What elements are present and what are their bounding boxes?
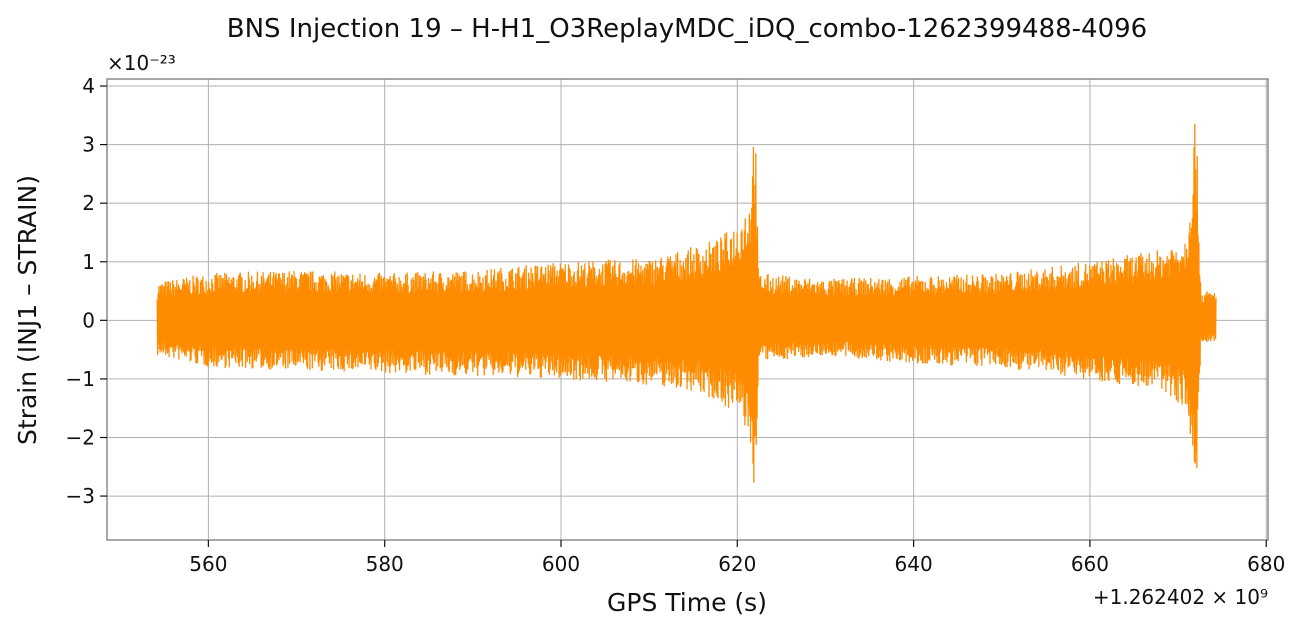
y-tick-label: 2	[82, 191, 95, 215]
strain-line	[156, 123, 1217, 483]
y-tick-label: 0	[82, 308, 95, 332]
y-tick-label: 3	[82, 133, 95, 157]
y-axis-label: Strain (INJ1 – STRAIN)	[13, 175, 42, 445]
y-tick-label: −2	[66, 425, 95, 449]
x-axis-label: GPS Time (s)	[607, 588, 767, 617]
y-tick-label: −1	[66, 367, 95, 391]
x-tick-label: 660	[1071, 552, 1109, 576]
x-tick-label: 560	[189, 552, 227, 576]
y-tick-label: −3	[66, 484, 95, 508]
y-tick-label: 4	[82, 74, 95, 98]
x-tick-label: 600	[542, 552, 580, 576]
plot-frame	[106, 78, 1269, 541]
y-scale-label: ×10⁻²³	[107, 51, 176, 75]
chart-title: BNS Injection 19 – H-H1_O3ReplayMDC_iDQ_…	[227, 14, 1147, 44]
strain-series	[156, 123, 1217, 483]
y-tick-label: 1	[82, 250, 95, 274]
x-offset-label: +1.262402 × 10⁹	[1093, 585, 1268, 609]
x-tick-label: 580	[366, 552, 404, 576]
x-tick-label: 620	[718, 552, 756, 576]
x-tick-label: 640	[895, 552, 933, 576]
x-tick-label: 680	[1247, 552, 1285, 576]
axis-ticks: 560 580 600 620 640 660 680 −3 −2 −1 0 1 2 3 4	[66, 74, 1286, 576]
